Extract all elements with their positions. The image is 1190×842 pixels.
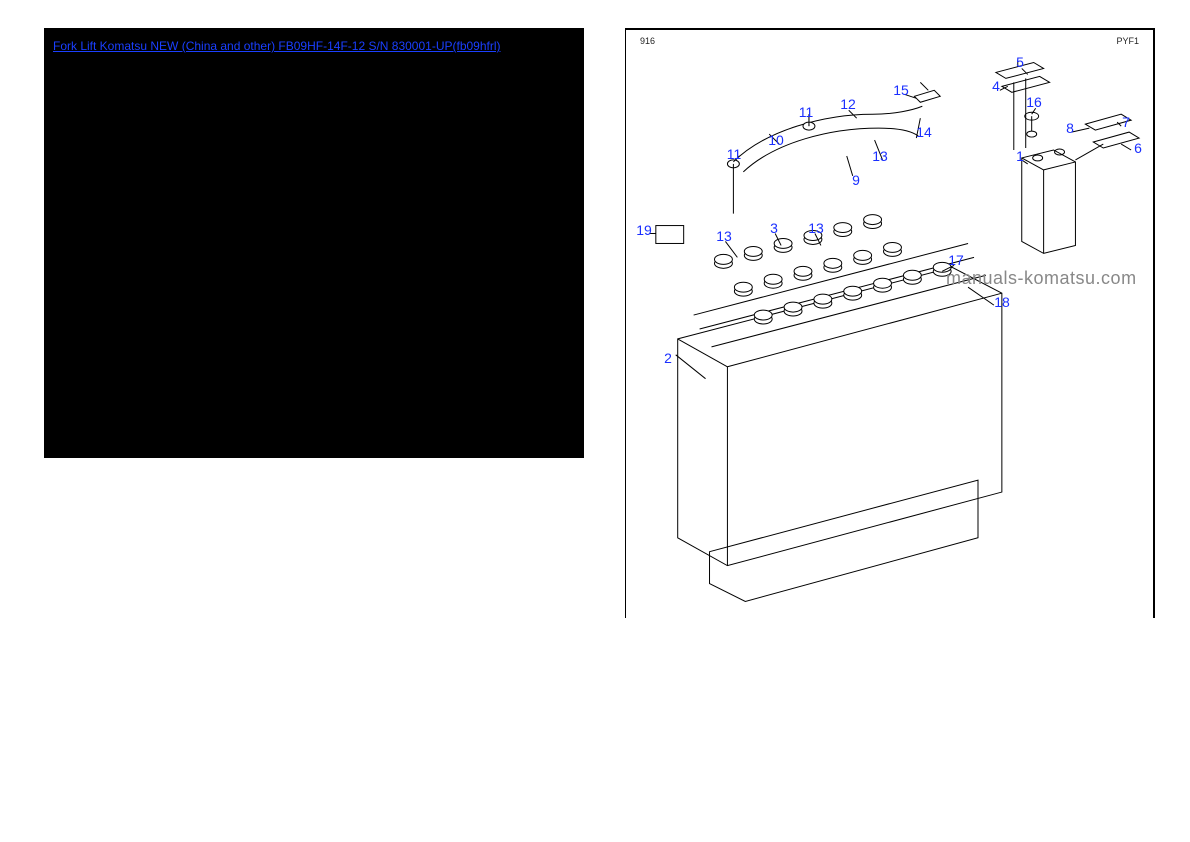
watermark-text: manuals-komatsu.com bbox=[946, 268, 1137, 289]
callout-number: 9 bbox=[852, 173, 860, 187]
callout-number: 16 bbox=[1026, 95, 1042, 109]
callout-number: 6 bbox=[1134, 141, 1142, 155]
callout-number: 18 bbox=[994, 295, 1010, 309]
callout-number: 17 bbox=[948, 253, 964, 267]
callout-number: 3 bbox=[770, 221, 778, 235]
callout-number: 5 bbox=[1016, 55, 1024, 69]
callout-number: 19 bbox=[636, 223, 652, 237]
left-panel: Fork Lift Komatsu NEW (China and other) … bbox=[44, 28, 584, 458]
callout-number: 10 bbox=[768, 133, 784, 147]
callout-number: 4 bbox=[992, 79, 1000, 93]
battery-diagram bbox=[626, 30, 1153, 618]
callout-number: 13 bbox=[872, 149, 888, 163]
callout-number: 14 bbox=[916, 125, 932, 139]
diagram-panel: 916 PYF1 bbox=[625, 28, 1155, 618]
callout-number: 2 bbox=[664, 351, 672, 365]
callout-number: 7 bbox=[1122, 115, 1130, 129]
product-title-link[interactable]: Fork Lift Komatsu NEW (China and other) … bbox=[45, 29, 583, 57]
callout-number: 12 bbox=[840, 97, 856, 111]
callout-number: 11 bbox=[799, 105, 814, 119]
callout-number: 1 bbox=[1016, 149, 1024, 163]
callout-number: 13 bbox=[716, 229, 732, 243]
callout-number: 13 bbox=[808, 221, 824, 235]
callout-number: 11 bbox=[727, 147, 742, 161]
callout-number: 8 bbox=[1066, 121, 1074, 135]
callout-number: 15 bbox=[893, 83, 909, 97]
